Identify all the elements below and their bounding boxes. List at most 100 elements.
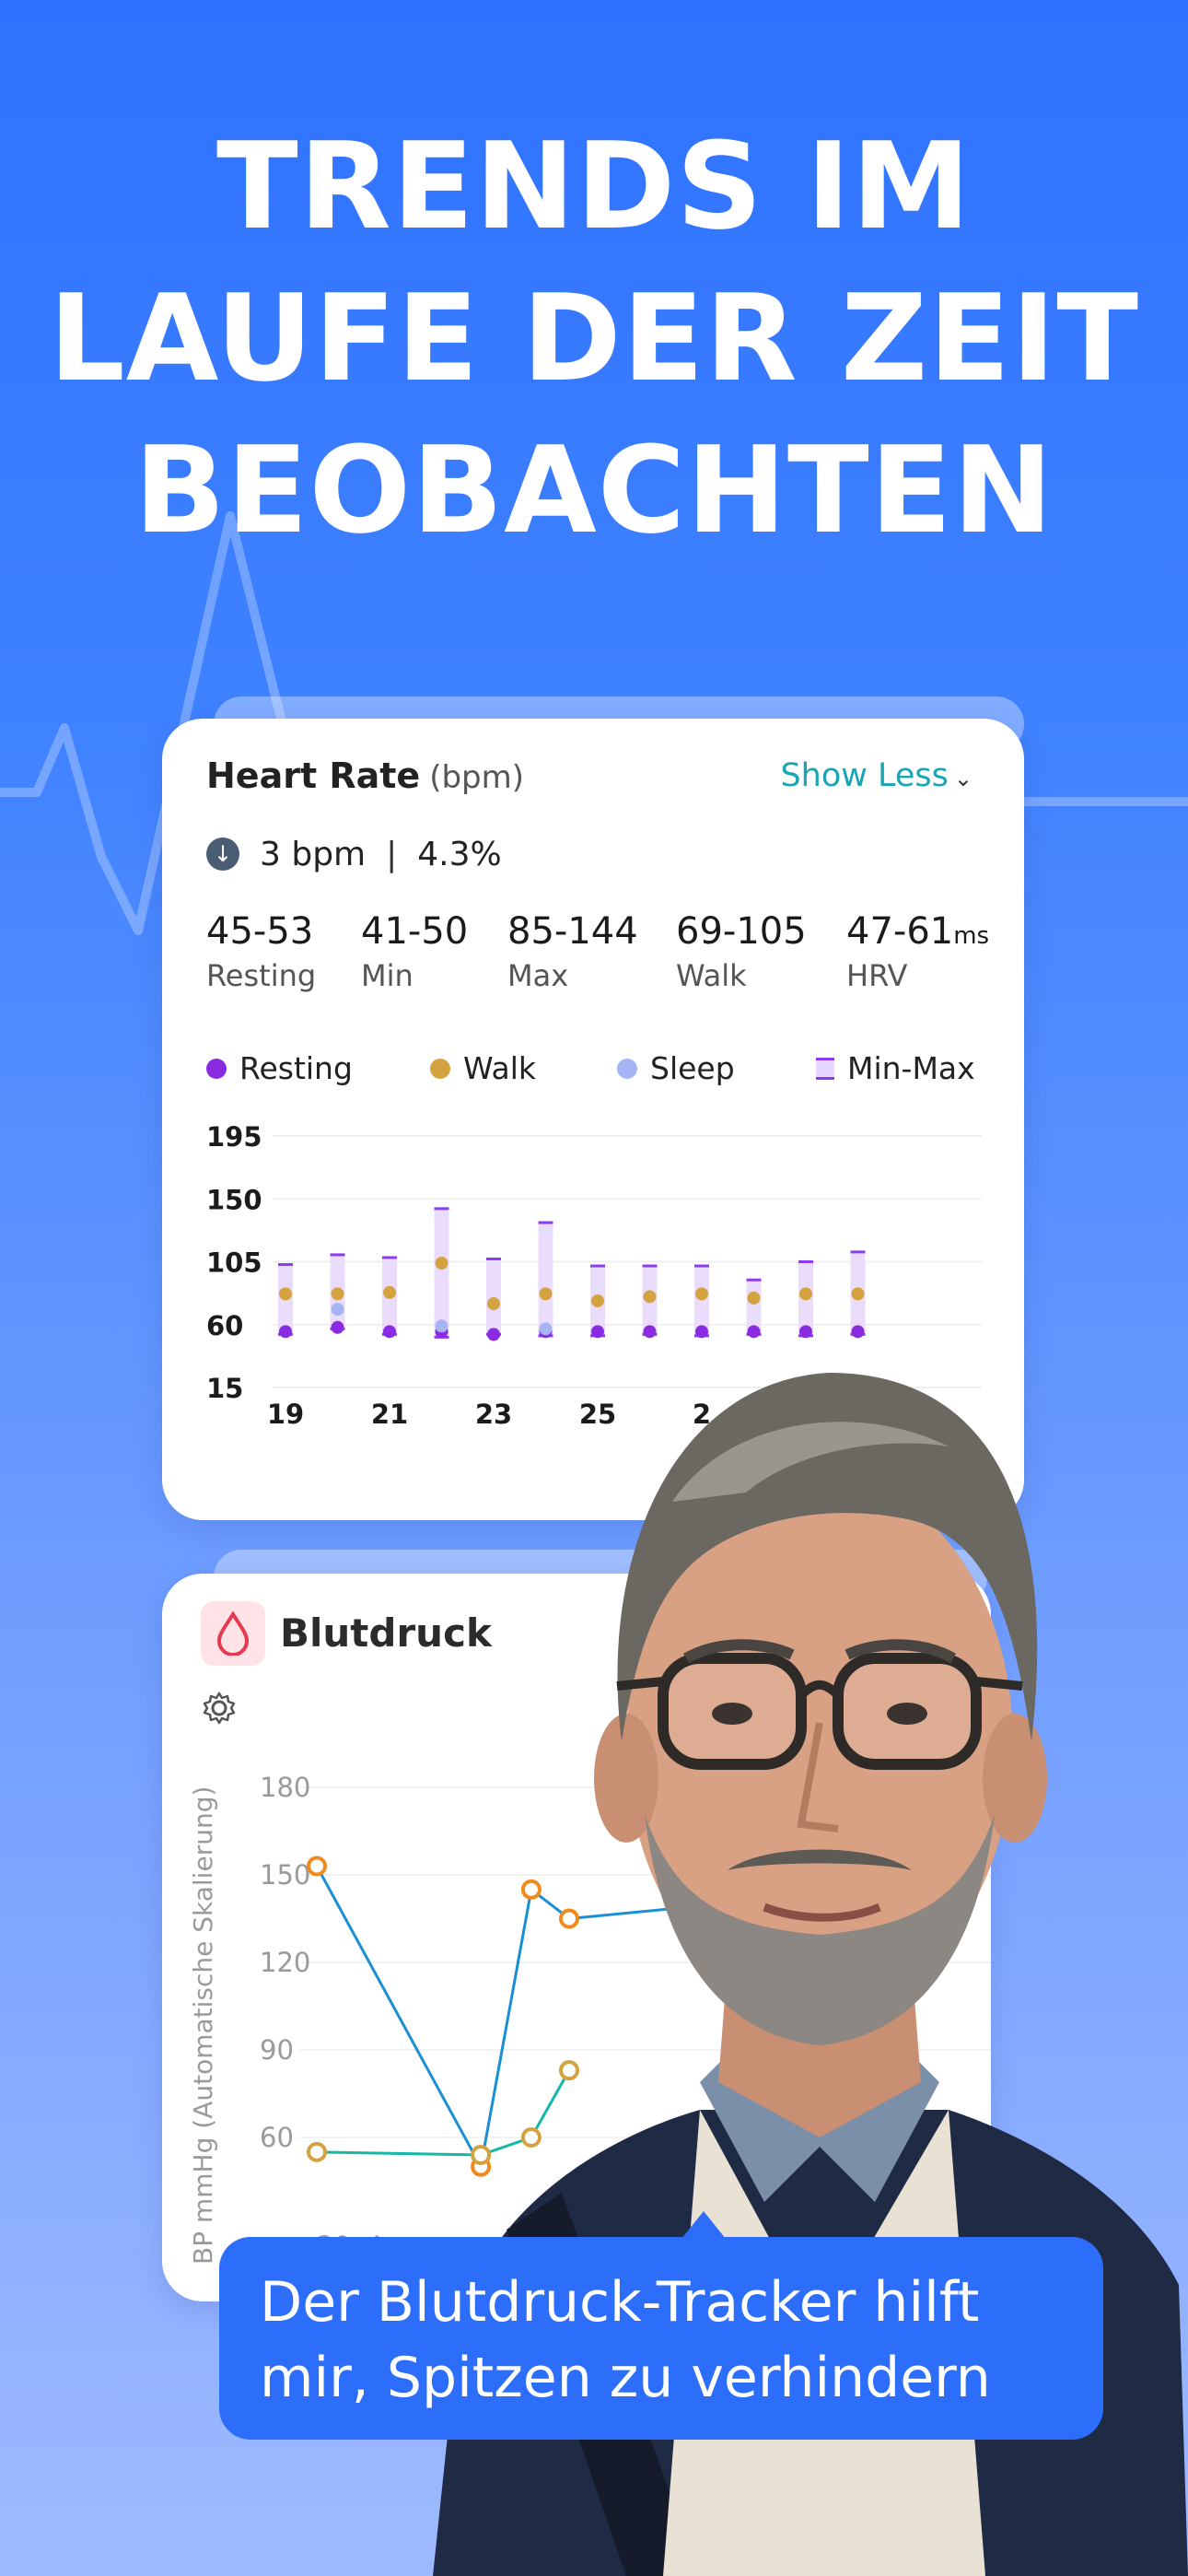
point-resting xyxy=(799,1325,812,1339)
bp-y-axis-label: BP mmHg (Automatische Skalierung) xyxy=(188,1786,218,2265)
point-resting xyxy=(695,1325,708,1339)
stat-value: 47-61ms xyxy=(846,910,989,953)
y-tick-label: 105 xyxy=(206,1247,262,1279)
headline-line-2: LAUFE DER ZEIT xyxy=(48,268,1140,408)
bp-point xyxy=(559,2060,579,2081)
headline-line-1: TRENDS IM xyxy=(216,116,972,256)
legend-min-max[interactable]: Min-Max xyxy=(816,1050,975,1086)
point-resting xyxy=(851,1325,865,1339)
y-tick-label: 150 xyxy=(260,1859,310,1891)
stat-value: 41-50 xyxy=(361,910,469,953)
min-max-bar xyxy=(434,1208,449,1338)
stat-max: 85-144 Max xyxy=(507,910,638,993)
point-walk xyxy=(643,1290,657,1304)
y-tick-label: 60 xyxy=(260,2122,294,2153)
stat-value: 69-105 xyxy=(676,910,807,953)
point-resting xyxy=(383,1325,396,1339)
heart-rate-stats: 45-53 Resting 41-50 Min 85-144 Max 69-10… xyxy=(206,910,989,1002)
point-sleep xyxy=(435,1319,448,1333)
point-walk xyxy=(435,1257,448,1270)
legend-resting[interactable]: Resting xyxy=(206,1050,353,1086)
trend-value: 3 bpm xyxy=(260,835,367,873)
stat-label: Walk xyxy=(676,958,747,993)
point-resting xyxy=(591,1325,604,1339)
show-less-button[interactable]: Show Less ⌄ xyxy=(780,757,973,794)
point-walk xyxy=(487,1297,500,1310)
blood-drop-icon xyxy=(201,1601,265,1666)
stat-label: Resting xyxy=(206,958,317,993)
point-walk xyxy=(851,1287,865,1301)
bp-series-line-2 xyxy=(316,2069,571,2157)
x-tick-label: 19 xyxy=(267,1399,304,1430)
x-tick-label: 21 xyxy=(371,1399,408,1430)
stat-min: 41-50 Min xyxy=(361,910,468,993)
stat-resting: 45-53 Resting xyxy=(206,910,316,993)
point-resting xyxy=(643,1325,657,1339)
x-tick-label: 2 xyxy=(693,1399,711,1430)
gear-icon[interactable] xyxy=(201,1690,238,1730)
point-resting xyxy=(331,1320,344,1334)
min-max-bar xyxy=(486,1259,501,1335)
chevron-down-icon: ⌄ xyxy=(953,766,973,791)
bp-point xyxy=(471,2145,492,2165)
heart-rate-title: Heart Rate (bpm) xyxy=(206,755,524,796)
stat-hrv-value: 47-61 xyxy=(846,910,954,953)
point-sleep xyxy=(331,1303,344,1317)
y-tick-label: 90 xyxy=(260,2034,294,2066)
y-tick-label: 195 xyxy=(206,1121,262,1153)
heart-rate-unit: (bpm) xyxy=(429,759,525,796)
y-tick-label: 180 xyxy=(260,1772,310,1803)
legend-dot-icon xyxy=(617,1058,637,1079)
bp-point xyxy=(520,1879,542,1900)
stat-value: 85-144 xyxy=(507,910,638,953)
headline: TRENDS IM LAUFE DER ZEIT BEOBACHTEN xyxy=(0,111,1188,567)
blood-drop-glyph xyxy=(216,1611,250,1656)
point-walk xyxy=(747,1291,761,1305)
x-tick-label: 23 xyxy=(475,1399,512,1430)
arrow-down-circle-icon: ↓ xyxy=(206,837,239,871)
legend-range-icon xyxy=(816,1057,834,1080)
legend-dot-icon xyxy=(206,1058,227,1079)
min-max-bar xyxy=(694,1266,709,1336)
bp-y-axis-label-text: BP mmHg (Automatische Skalierung) xyxy=(188,1786,218,2265)
gear-glyph xyxy=(203,1692,236,1725)
point-resting xyxy=(747,1325,761,1339)
point-walk xyxy=(591,1294,604,1307)
blood-pressure-title: Blutdruck xyxy=(280,1610,492,1656)
heart-rate-trend: ↓ 3 bpm | 4.3% xyxy=(206,831,502,877)
caption-line-1: Der Blutdruck-Tracker hilft xyxy=(260,2270,980,2335)
point-sleep xyxy=(539,1322,553,1336)
stat-value: 45-53 xyxy=(206,910,314,953)
heart-rate-chart: 195 150 105 60 15 19 21 23 25 2 xyxy=(206,1121,982,1430)
legend-sleep[interactable]: Sleep xyxy=(617,1050,735,1086)
point-walk xyxy=(383,1285,396,1299)
stat-label: HRV xyxy=(846,958,908,993)
legend-label: Min-Max xyxy=(847,1050,975,1086)
trend-separator: | xyxy=(386,835,398,873)
y-tick-label: 150 xyxy=(206,1184,262,1215)
point-resting xyxy=(279,1325,292,1339)
stat-label: Max xyxy=(507,958,569,993)
y-tick-label: 120 xyxy=(260,1947,310,1978)
bp-point xyxy=(559,1908,579,1929)
point-resting xyxy=(487,1328,500,1341)
stat-walk: 69-105 Walk xyxy=(676,910,807,993)
legend-walk[interactable]: Walk xyxy=(430,1050,536,1086)
caption-bubble-tail xyxy=(681,2211,726,2239)
point-walk xyxy=(695,1287,708,1301)
caption-line-2: mir, Spitzen zu verhindern xyxy=(260,2346,991,2410)
legend-label: Resting xyxy=(239,1050,353,1086)
point-walk xyxy=(539,1287,553,1301)
bp-point xyxy=(307,2141,327,2162)
point-walk xyxy=(799,1287,812,1301)
bp-point xyxy=(520,2127,542,2148)
heart-rate-card: Heart Rate (bpm) Show Less ⌄ ↓ 3 bpm | 4.3… xyxy=(162,719,1024,1520)
stat-label: Min xyxy=(361,958,413,993)
caption-bubble: Der Blutdruck-Tracker hilft mir, Spitzen… xyxy=(219,2237,1103,2440)
show-less-label: Show Less xyxy=(780,757,949,794)
stat-hrv-unit: ms xyxy=(953,922,990,950)
point-walk xyxy=(331,1287,344,1301)
min-max-bar xyxy=(538,1223,553,1336)
headline-line-3: BEOBACHTEN xyxy=(134,420,1054,560)
x-tick-label: 25 xyxy=(579,1399,616,1430)
